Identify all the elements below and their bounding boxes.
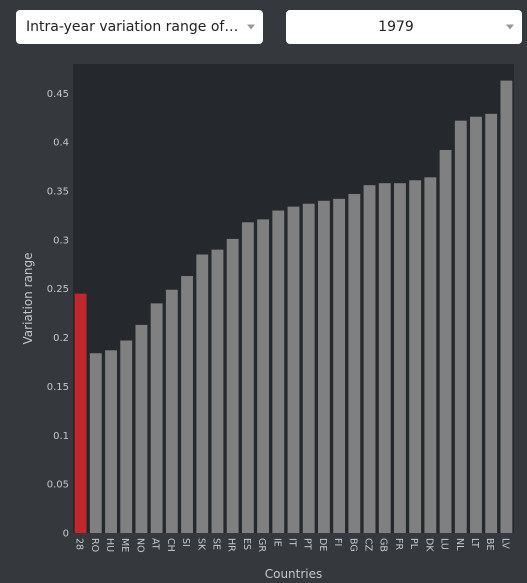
y-tick-label: 0.3: [53, 235, 69, 246]
x-tick-label: PL: [408, 538, 419, 550]
bar-LV[interactable]: [500, 80, 513, 534]
x-tick-label: LT: [469, 538, 480, 548]
bar-CH[interactable]: [165, 289, 178, 533]
bar-HU[interactable]: [105, 350, 117, 533]
bar-FI[interactable]: [333, 198, 346, 533]
x-tick-label: DE: [317, 538, 328, 551]
x-tick-label: IT: [287, 538, 298, 547]
x-tick-label: LU: [439, 538, 450, 550]
y-tick-label: 0.05: [47, 480, 69, 491]
bar-ME[interactable]: [120, 340, 133, 533]
x-tick-label: RO: [89, 538, 100, 552]
chevron-down-icon[interactable]: [247, 24, 255, 30]
x-tick-label: SK: [195, 538, 206, 551]
bar-SK[interactable]: [196, 254, 209, 533]
bar-ES[interactable]: [241, 222, 254, 534]
y-tick-label: 0.25: [47, 284, 69, 295]
x-axis-label: Countries: [265, 567, 323, 581]
y-tick-label: 0: [63, 529, 69, 540]
bar-SI[interactable]: [181, 276, 193, 533]
bar-NL[interactable]: [454, 120, 467, 534]
y-axis-label: Variation range: [21, 253, 35, 345]
x-tick-label: NL: [454, 538, 465, 551]
x-tick-label: LV: [499, 538, 510, 549]
x-tick-label: FI: [332, 538, 343, 546]
x-tick-label: AT: [150, 538, 161, 550]
bar-BE[interactable]: [485, 113, 498, 533]
x-tick-label: BE: [484, 538, 495, 551]
x-tick-label: 28: [74, 538, 85, 550]
x-tick-label: ES: [241, 538, 252, 550]
y-tick-label: 0.2: [53, 333, 69, 344]
bar-RO[interactable]: [89, 353, 102, 533]
x-tick-label: BG: [347, 538, 358, 552]
x-tick-label: SE: [210, 538, 221, 550]
bar-AT[interactable]: [150, 303, 163, 533]
bar-BG[interactable]: [348, 193, 361, 533]
bar-GR[interactable]: [257, 219, 270, 534]
x-axis-ticks: 28 RO HU ME NO AT CH SI SK SE HR ES GR IE IT PT DE FI BG CZ…: [74, 538, 511, 553]
x-tick-label: ME: [119, 538, 130, 552]
x-tick-label: HU: [104, 538, 115, 552]
bar-SE[interactable]: [211, 249, 224, 533]
bar-IE[interactable]: [272, 210, 285, 533]
year-dropdown-value: 1979: [378, 19, 414, 35]
bar-PT[interactable]: [302, 203, 315, 533]
bar-NO[interactable]: [135, 324, 148, 533]
x-tick-label: IE: [271, 538, 282, 547]
bar-DK[interactable]: [424, 177, 437, 533]
bar-LT[interactable]: [470, 116, 482, 533]
x-tick-label: DK: [423, 538, 434, 552]
bar-GB[interactable]: [378, 183, 391, 533]
bar-HR[interactable]: [226, 238, 239, 533]
bar-IT[interactable]: [287, 206, 300, 533]
x-tick-label: HR: [226, 538, 237, 552]
x-tick-label: GR: [256, 538, 267, 552]
variable-dropdown[interactable]: Intra-year variation range of the…: [16, 10, 263, 44]
bar-FR[interactable]: [394, 183, 406, 533]
y-tick-label: 0.35: [47, 187, 69, 198]
y-tick-label: 0.1: [53, 431, 69, 442]
bar-28[interactable]: [74, 293, 87, 533]
y-tick-label: 0.4: [53, 138, 69, 149]
x-tick-label: FR: [393, 538, 404, 550]
year-dropdown[interactable]: 1979: [286, 10, 522, 44]
x-tick-label: CZ: [363, 538, 374, 552]
x-tick-label: PT: [302, 538, 313, 550]
x-tick-label: GB: [378, 538, 389, 552]
bar-CZ[interactable]: [363, 185, 376, 533]
x-tick-label: CH: [165, 538, 176, 552]
y-axis-ticks: 0 0.05 0.1 0.15 0.2 0.25 0.3 0.35 0.4 0.45: [47, 89, 69, 540]
x-tick-label: NO: [134, 538, 145, 553]
y-tick-label: 0.15: [47, 382, 69, 393]
chevron-down-icon[interactable]: [506, 24, 514, 30]
bar-DE[interactable]: [317, 200, 330, 534]
y-tick-label: 0.45: [47, 89, 69, 100]
bar-LU[interactable]: [439, 149, 452, 534]
bars-group: [74, 80, 513, 534]
x-tick-label: SI: [180, 538, 191, 547]
bar-PL[interactable]: [409, 180, 422, 533]
